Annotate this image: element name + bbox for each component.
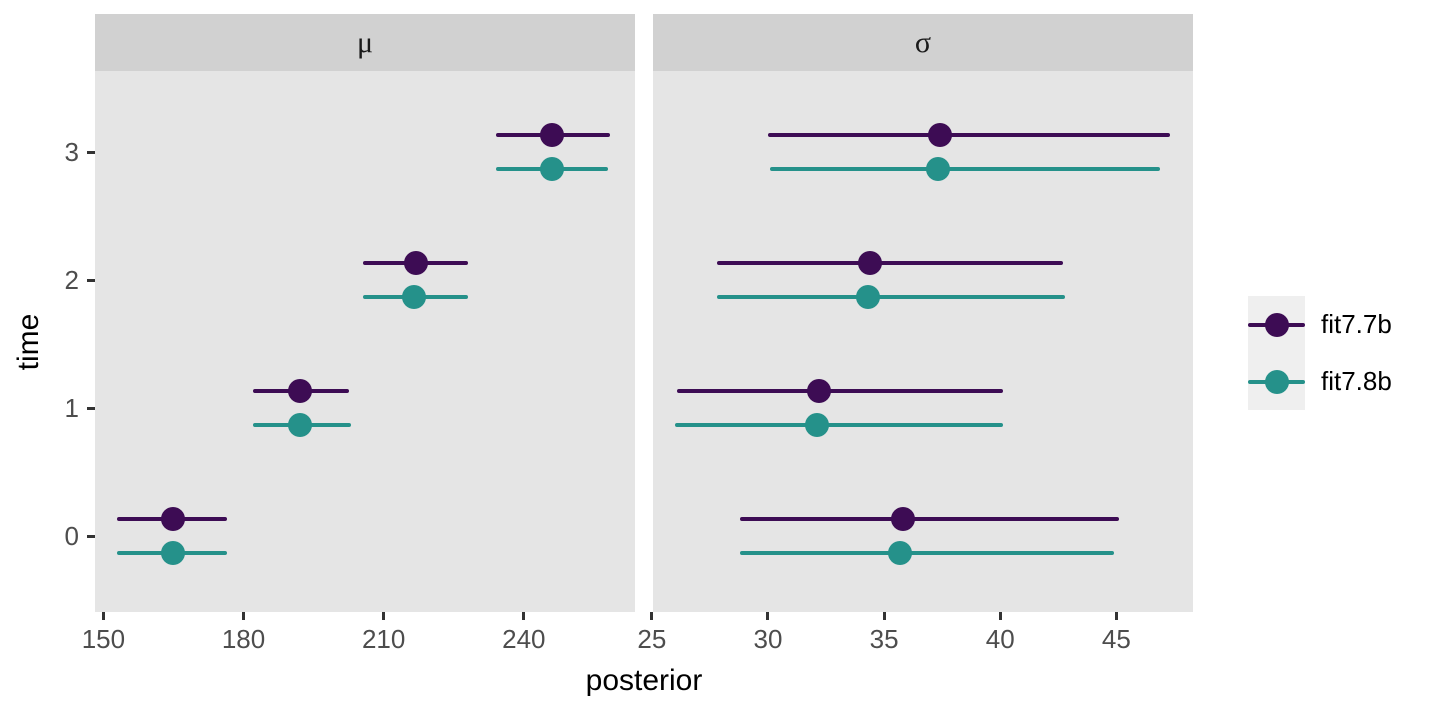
y-tick-label: 2: [64, 265, 79, 295]
point-fit7.8b-t0: [161, 541, 186, 565]
legend-key: [1248, 296, 1305, 353]
x-tick-mark: [882, 612, 886, 620]
legend-key-point-icon: [1264, 369, 1289, 394]
point-fit7.8b-t3: [925, 157, 950, 181]
interval-fit7.7b-t1: [677, 389, 1003, 393]
legend-item-label: fit7.8b: [1321, 366, 1392, 396]
point-fit7.8b-t2: [402, 285, 427, 309]
y-tick-mark: [87, 534, 95, 538]
point-fit7.8b-t0: [888, 541, 913, 565]
interval-fit7.8b-t3: [770, 167, 1161, 171]
x-tick-mark: [101, 612, 105, 620]
x-tick-label: 45: [1101, 624, 1131, 654]
x-tick-mark: [522, 612, 526, 620]
legend-item-label: fit7.7b: [1321, 309, 1392, 339]
x-tick-label: 30: [753, 624, 783, 654]
y-axis-title: time: [12, 313, 45, 371]
point-fit7.8b-t2: [855, 285, 880, 309]
y-tick-label: 1: [64, 393, 79, 423]
point-fit7.7b-t3: [539, 123, 564, 147]
point-fit7.8b-t3: [539, 157, 564, 181]
plot-panel: [95, 71, 635, 612]
point-fit7.7b-t1: [807, 379, 832, 403]
x-tick-mark: [650, 612, 654, 620]
point-fit7.7b-t2: [404, 251, 429, 275]
facet-strip: σ: [653, 14, 1193, 71]
y-tick-label: 3: [64, 137, 79, 167]
x-tick-mark: [766, 612, 770, 620]
facet-strip: μ: [95, 14, 635, 71]
interval-fit7.8b-t1: [675, 423, 1003, 427]
x-tick-label: 150: [81, 624, 126, 654]
point-fit7.8b-t1: [804, 413, 829, 437]
facet-strip-label: σ: [914, 25, 932, 59]
y-tick-mark: [87, 150, 95, 154]
interval-fit7.7b-t3: [767, 133, 1170, 137]
point-fit7.7b-t2: [858, 251, 883, 275]
interval-fit7.8b-t2: [716, 295, 1066, 299]
x-tick-label: 240: [502, 624, 546, 654]
point-fit7.7b-t3: [927, 123, 952, 147]
legend-key-point-icon: [1264, 312, 1289, 337]
y-tick-mark: [87, 278, 95, 282]
facet-strip-label: μ: [356, 25, 374, 59]
x-tick-label: 180: [221, 624, 266, 654]
y-tick-label: 0: [64, 521, 79, 551]
x-tick-label: 40: [985, 624, 1015, 654]
legend-key: [1248, 353, 1305, 410]
plot-panel: [653, 71, 1193, 612]
point-fit7.7b-t0: [161, 507, 186, 531]
interval-fit7.7b-t2: [716, 261, 1063, 265]
x-tick-label: 210: [361, 624, 406, 654]
interval-fit7.7b-t0: [740, 517, 1119, 521]
x-tick-mark: [382, 612, 386, 620]
x-tick-mark: [998, 612, 1002, 620]
x-tick-mark: [242, 612, 246, 620]
point-fit7.7b-t1: [287, 379, 312, 403]
interval-fit7.8b-t0: [740, 551, 1115, 555]
x-tick-label: 25: [637, 624, 667, 654]
x-tick-label: 35: [869, 624, 899, 654]
point-fit7.8b-t1: [287, 413, 312, 437]
point-fit7.7b-t0: [890, 507, 915, 531]
x-tick-mark: [1114, 612, 1118, 620]
y-tick-mark: [87, 406, 95, 410]
x-axis-title: posterior: [585, 664, 703, 697]
